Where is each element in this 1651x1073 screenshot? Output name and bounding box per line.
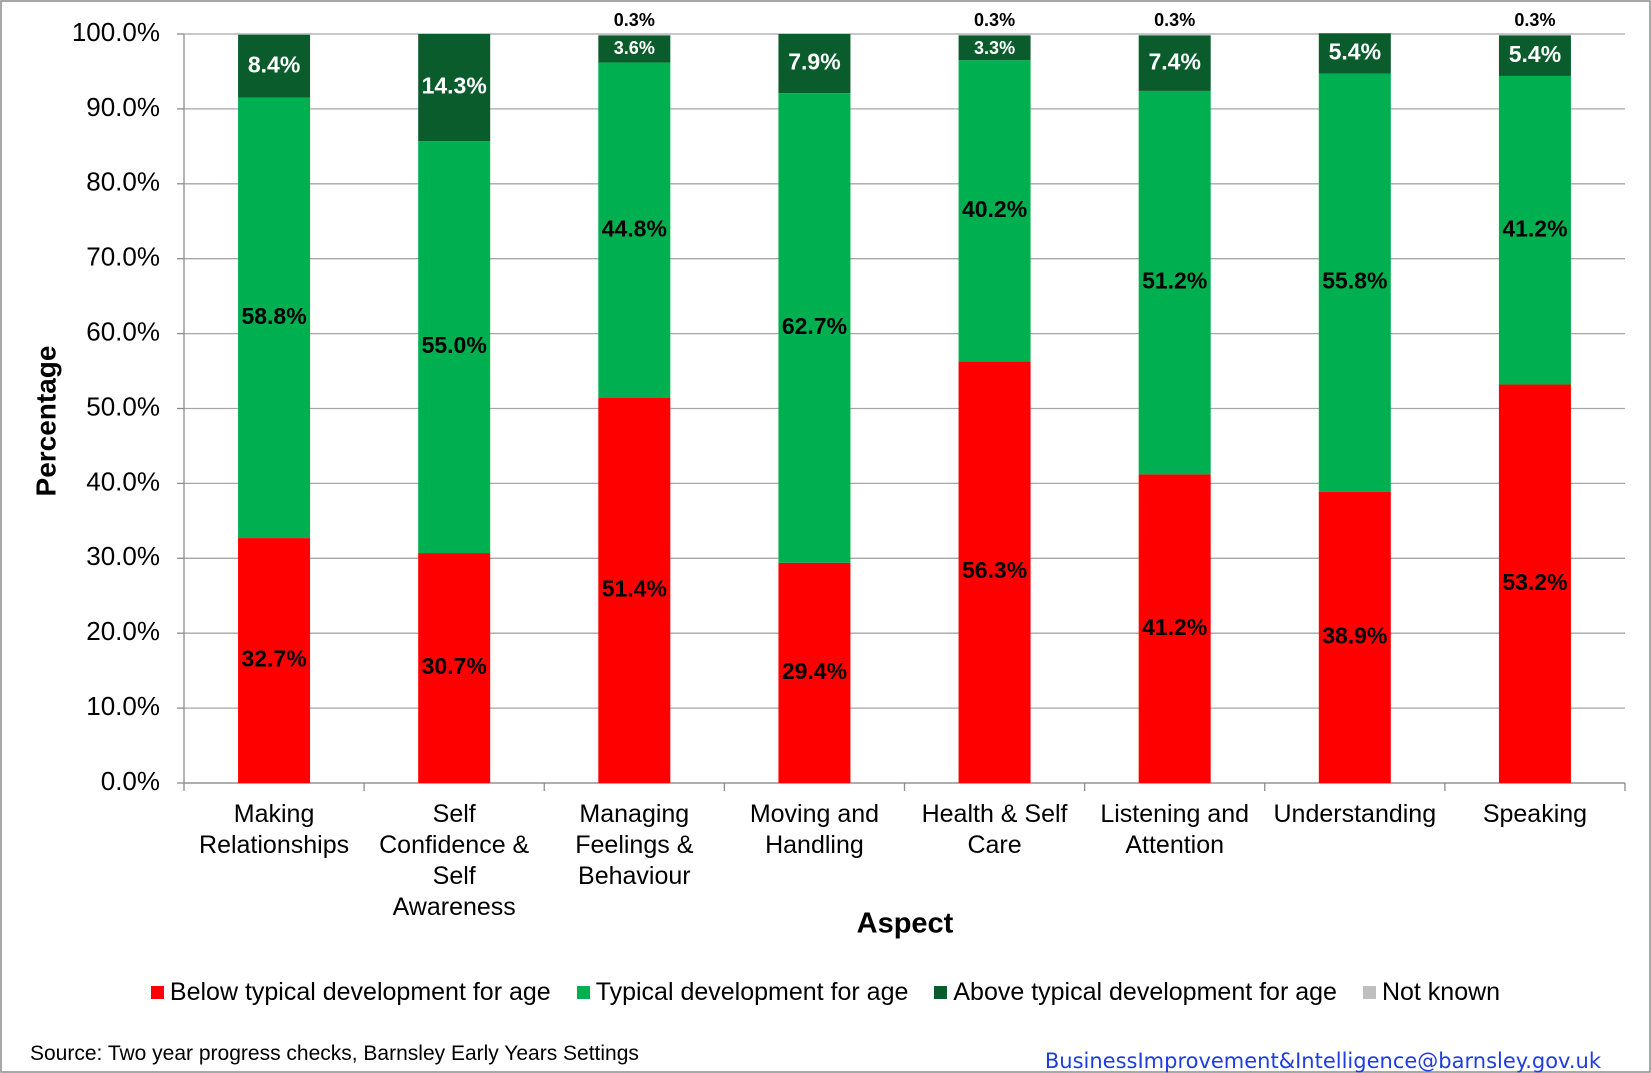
bar-segment xyxy=(778,562,851,783)
data-label: 41.2% xyxy=(1502,215,1567,241)
bar-segment xyxy=(418,34,491,142)
y-tick-label: 70.0% xyxy=(86,242,160,272)
x-tick-label: Understanding xyxy=(1273,800,1437,828)
legend-swatch xyxy=(1362,986,1376,999)
bar-segment xyxy=(778,34,851,94)
x-tick-label: Self Confidence & Self Awareness xyxy=(379,800,530,921)
bar-segment xyxy=(598,398,671,783)
x-tick-label: Managing Feelings & Behaviour xyxy=(575,800,694,890)
data-label: 29.4% xyxy=(782,658,847,684)
data-label: 30.7% xyxy=(422,653,487,679)
bar-segment xyxy=(238,538,311,783)
data-label: 41.2% xyxy=(1142,614,1207,640)
y-axis-title: Percentage xyxy=(30,346,61,497)
data-label: 53.2% xyxy=(1502,569,1567,595)
data-label: 3.3% xyxy=(974,38,1015,58)
bar-segment xyxy=(778,93,851,563)
x-axis-title: Aspect xyxy=(857,908,954,940)
bar-segment xyxy=(1318,491,1391,783)
bar-segment xyxy=(598,35,671,63)
y-tick-label: 20.0% xyxy=(86,616,160,646)
data-label: 0.3% xyxy=(974,10,1015,30)
x-tick-label: Listening and Attention xyxy=(1100,800,1250,859)
legend-item: Typical development for age xyxy=(576,978,909,1007)
x-tick-label: Speaking xyxy=(1482,800,1588,828)
data-label: 0.3% xyxy=(614,10,655,30)
bar-segment xyxy=(1318,73,1391,492)
bar-segment xyxy=(418,553,491,783)
data-label: 5.4% xyxy=(1509,41,1561,67)
legend-swatch xyxy=(576,986,590,999)
data-label: 7.4% xyxy=(1148,48,1200,74)
data-label: 55.0% xyxy=(422,332,487,358)
legend-item: Not known xyxy=(1362,978,1501,1007)
legend-item: Above typical development for age xyxy=(934,978,1337,1007)
bar-segment xyxy=(598,62,671,399)
legend-swatch xyxy=(934,986,948,999)
data-label: 5.4% xyxy=(1329,39,1381,65)
data-label: 51.2% xyxy=(1142,268,1207,294)
legend: Below typical development for age Typical… xyxy=(0,978,1651,1007)
data-label: 38.9% xyxy=(1322,622,1387,648)
bar-segment xyxy=(238,97,311,539)
bar-segment xyxy=(1138,35,1211,91)
x-tick-label: Moving and Handling xyxy=(749,800,880,859)
data-label: 0.3% xyxy=(1154,10,1195,30)
data-label: 62.7% xyxy=(782,313,847,339)
y-tick-label: 80.0% xyxy=(86,167,160,197)
bar-segment xyxy=(238,34,311,98)
bar-segment xyxy=(598,33,671,36)
bar-segment xyxy=(958,33,1031,36)
data-label: 56.3% xyxy=(962,557,1027,583)
bar-segment xyxy=(1138,474,1211,783)
bar-segment xyxy=(1498,384,1571,783)
bar-segment xyxy=(1498,33,1571,36)
y-tick-label: 60.0% xyxy=(86,316,160,346)
y-tick-label: 40.0% xyxy=(86,466,160,496)
bar-segment xyxy=(1138,90,1211,475)
y-tick-label: 90.0% xyxy=(86,92,160,122)
legend-label: Above typical development for age xyxy=(953,978,1337,1006)
data-label: 7.9% xyxy=(788,49,840,75)
bar-segment xyxy=(1498,75,1571,385)
data-label: 55.8% xyxy=(1322,268,1387,294)
data-label: 0.3% xyxy=(1514,10,1555,30)
y-tick-label: 10.0% xyxy=(86,691,160,721)
source-note: Source: Two year progress checks, Barnsl… xyxy=(30,1042,639,1065)
y-tick-label: 100.0% xyxy=(72,17,160,47)
data-label: 58.8% xyxy=(241,303,306,329)
data-label: 14.3% xyxy=(422,73,487,99)
contact-email: BusinessImprovement&Intelligence@barnsle… xyxy=(1044,1049,1601,1073)
legend-label: Not known xyxy=(1381,978,1501,1006)
data-label: 44.8% xyxy=(602,215,667,241)
data-label: 32.7% xyxy=(241,646,306,672)
legend-label: Typical development for age xyxy=(595,978,909,1006)
bar-segment xyxy=(1138,33,1211,36)
x-tick-label: Health & Self Care xyxy=(921,800,1068,859)
bar-segment xyxy=(418,141,491,554)
bar-segment xyxy=(958,35,1031,61)
y-tick-label: 30.0% xyxy=(86,541,160,571)
bar-segment xyxy=(1498,35,1571,76)
legend-label: Below typical development for age xyxy=(169,978,551,1006)
y-tick-label: 0.0% xyxy=(101,766,160,796)
bar-segment xyxy=(1318,33,1391,74)
bar-segment xyxy=(958,60,1031,362)
legend-swatch xyxy=(150,986,164,999)
data-label: 3.6% xyxy=(614,38,655,58)
legend-item: Below typical development for age xyxy=(150,978,551,1007)
bar-segment xyxy=(958,361,1031,783)
data-label: 40.2% xyxy=(962,196,1027,222)
grid xyxy=(184,33,1625,784)
y-tick-label: 50.0% xyxy=(86,391,160,421)
data-label: 8.4% xyxy=(248,51,300,77)
x-tick-label: Making Relationships xyxy=(199,800,350,859)
data-label: 51.4% xyxy=(602,576,667,602)
